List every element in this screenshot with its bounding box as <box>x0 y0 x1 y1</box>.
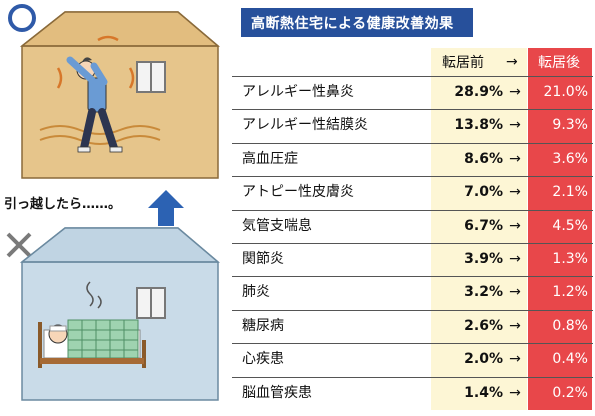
after-value: 9.3% <box>552 117 588 134</box>
arrow-icon: → <box>509 351 521 368</box>
before-value: 3.9% <box>464 251 503 267</box>
after-value: 1.2% <box>552 284 588 301</box>
after-value: 4.5% <box>552 217 588 234</box>
table-row: 気管支喘息 6.7% → 4.5% <box>232 209 593 241</box>
condition-name: 関節炎 <box>242 251 284 267</box>
condition-name: 気管支喘息 <box>242 217 312 234</box>
condition-name: 心疾患 <box>242 351 284 368</box>
before-column-background <box>431 48 527 410</box>
arrow-up-icon <box>148 190 184 226</box>
table-row: 肺炎 3.2% → 1.2% <box>232 276 593 307</box>
condition-name: アトピー性皮膚炎 <box>242 184 354 201</box>
table-row: 高血圧症 8.6% → 3.6% <box>232 142 593 174</box>
table-row: アレルギー性結膜炎 13.8% → 9.3% <box>232 109 593 140</box>
arrow-icon: → <box>509 117 521 134</box>
before-value: 2.0% <box>464 351 503 368</box>
arrow-icon: → <box>509 184 521 201</box>
before-value: 7.0% <box>464 184 503 201</box>
illustration-panel: 引っ越したら……。 <box>0 0 232 412</box>
arrow-icon: → <box>509 217 521 234</box>
before-value: 13.8% <box>454 117 503 134</box>
health-improvement-table: 転居前 → 転居後 アレルギー性鼻炎 28.9% → 21.0% アレルギー性結膜炎 13… <box>232 48 593 410</box>
condition-name: 脳血管疾患 <box>242 384 312 401</box>
condition-name: 糖尿病 <box>242 317 284 334</box>
table-row: 関節炎 3.9% → 1.3% <box>232 243 593 274</box>
header-before: 転居前 <box>442 55 484 71</box>
table-row: 糖尿病 2.6% → 0.8% <box>232 309 593 341</box>
condition-name: 高血圧症 <box>242 150 298 167</box>
arrow-icon: → <box>509 384 521 401</box>
before-value: 28.9% <box>454 84 503 100</box>
condition-name: 肺炎 <box>242 284 270 301</box>
chart-title: 高断熱住宅による健康改善効果 <box>241 8 473 37</box>
arrow-icon: → <box>509 150 521 167</box>
header-arrow: → <box>506 54 518 70</box>
after-value: 0.8% <box>552 317 588 334</box>
after-value: 21.0% <box>543 84 588 100</box>
after-value: 2.1% <box>552 184 588 201</box>
table-row: アトピー性皮膚炎 7.0% → 2.1% <box>232 176 593 207</box>
after-value: 0.4% <box>552 351 588 368</box>
before-value: 8.6% <box>464 150 503 167</box>
header-after: 転居後 <box>538 55 580 71</box>
table-row: 心疾患 2.0% → 0.4% <box>232 343 593 374</box>
before-value: 6.7% <box>464 217 503 234</box>
condition-name: アレルギー性鼻炎 <box>242 84 354 100</box>
good-circle-icon <box>8 4 36 32</box>
table-row: アレルギー性鼻炎 28.9% → 21.0% <box>232 76 593 107</box>
after-value: 1.3% <box>552 251 588 267</box>
bad-cross-icon <box>6 232 32 258</box>
cold-house-illustration <box>19 227 221 401</box>
before-value: 1.4% <box>464 384 503 401</box>
after-value: 0.2% <box>552 384 588 401</box>
before-value: 2.6% <box>464 317 503 334</box>
house-illustration <box>6 4 221 401</box>
arrow-icon: → <box>509 84 521 100</box>
arrow-icon: → <box>509 317 521 334</box>
after-value: 3.6% <box>552 150 588 167</box>
condition-name: アレルギー性結膜炎 <box>242 117 368 134</box>
arrow-icon: → <box>509 284 521 301</box>
warm-house-illustration <box>19 11 221 179</box>
table-row: 脳血管疾患 1.4% → 0.2% <box>232 376 593 408</box>
after-column-background <box>528 48 592 410</box>
arrow-icon: → <box>509 251 521 267</box>
move-caption: 引っ越したら……。 <box>4 197 122 212</box>
before-value: 3.2% <box>464 284 503 301</box>
